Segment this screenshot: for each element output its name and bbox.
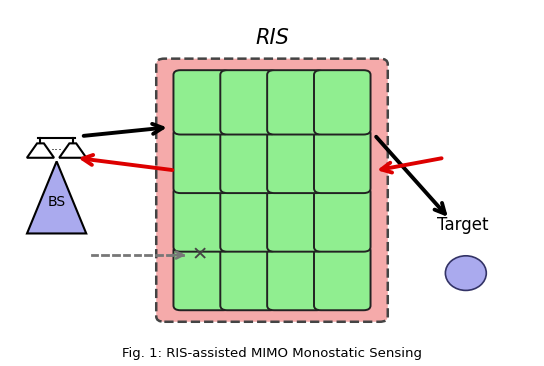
FancyBboxPatch shape bbox=[220, 246, 277, 310]
Text: Fig. 1: RIS-assisted MIMO Monostatic Sensing: Fig. 1: RIS-assisted MIMO Monostatic Sen… bbox=[122, 347, 422, 360]
FancyBboxPatch shape bbox=[314, 187, 370, 252]
Text: ···: ··· bbox=[51, 144, 63, 157]
Polygon shape bbox=[27, 143, 54, 158]
Text: RIS: RIS bbox=[255, 28, 289, 48]
FancyBboxPatch shape bbox=[220, 70, 277, 135]
FancyBboxPatch shape bbox=[314, 70, 370, 135]
Text: Target: Target bbox=[437, 216, 489, 234]
FancyBboxPatch shape bbox=[267, 187, 324, 252]
FancyBboxPatch shape bbox=[174, 246, 230, 310]
Polygon shape bbox=[27, 161, 86, 234]
Text: BS: BS bbox=[47, 195, 66, 209]
FancyBboxPatch shape bbox=[314, 129, 370, 193]
FancyBboxPatch shape bbox=[220, 129, 277, 193]
FancyBboxPatch shape bbox=[267, 70, 324, 135]
Text: ✕: ✕ bbox=[191, 246, 207, 265]
Ellipse shape bbox=[446, 256, 486, 290]
FancyBboxPatch shape bbox=[156, 59, 388, 322]
FancyBboxPatch shape bbox=[314, 246, 370, 310]
FancyBboxPatch shape bbox=[220, 187, 277, 252]
FancyBboxPatch shape bbox=[174, 129, 230, 193]
FancyBboxPatch shape bbox=[267, 246, 324, 310]
FancyBboxPatch shape bbox=[174, 187, 230, 252]
FancyBboxPatch shape bbox=[174, 70, 230, 135]
Polygon shape bbox=[59, 143, 86, 158]
FancyBboxPatch shape bbox=[267, 129, 324, 193]
